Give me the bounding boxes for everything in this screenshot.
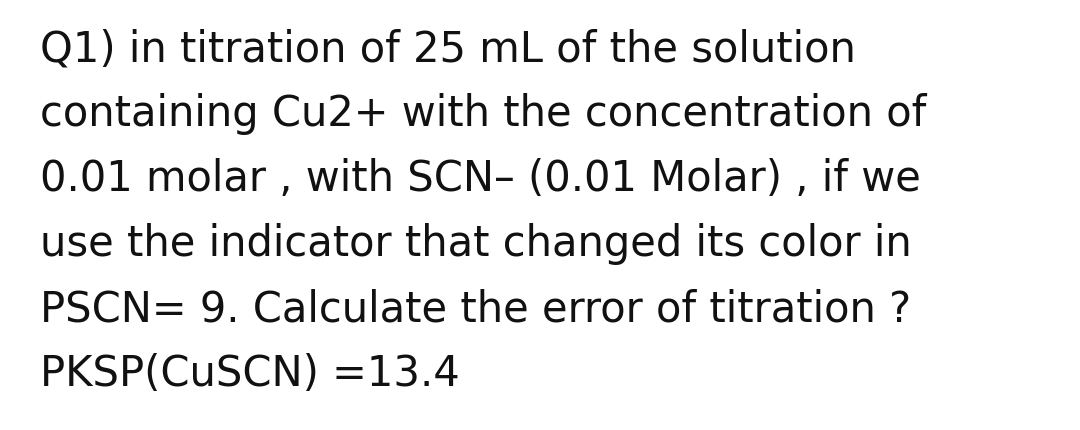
Text: PSCN= 9. Calculate the error of titration ?: PSCN= 9. Calculate the error of titratio…	[40, 287, 912, 329]
Text: use the indicator that changed its color in: use the indicator that changed its color…	[40, 222, 912, 264]
Text: Q1) in titration of 25 mL of the solution: Q1) in titration of 25 mL of the solutio…	[40, 28, 855, 70]
Text: 0.01 molar , with SCN– (0.01 Molar) , if we: 0.01 molar , with SCN– (0.01 Molar) , if…	[40, 158, 921, 200]
Text: containing Cu2+ with the concentration of: containing Cu2+ with the concentration o…	[40, 93, 927, 135]
Text: PKSP(CuSCN) =13.4: PKSP(CuSCN) =13.4	[40, 352, 460, 394]
